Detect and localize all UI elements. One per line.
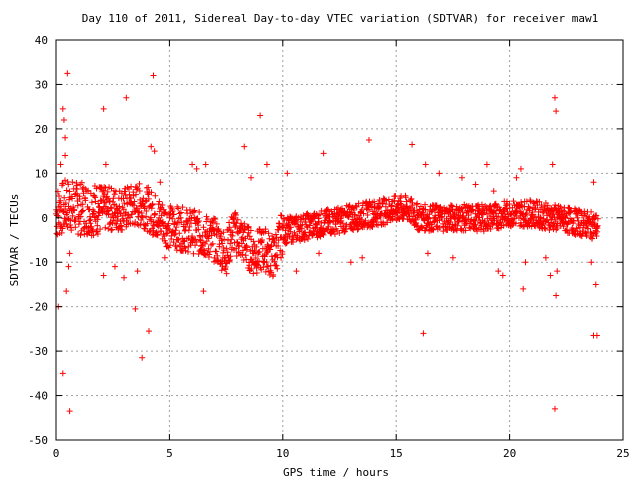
data-points — [53, 70, 601, 415]
y-tick-label: -40 — [28, 390, 48, 403]
x-tick-label: 10 — [276, 447, 289, 460]
y-tick-label: 0 — [41, 212, 48, 225]
chart-title: Day 110 of 2011, Sidereal Day-to-day VTE… — [82, 12, 599, 25]
y-tick-label: -20 — [28, 301, 48, 314]
x-tick-label: 25 — [616, 447, 629, 460]
grid — [56, 40, 623, 440]
data-series — [53, 70, 601, 415]
x-tick-label: 20 — [503, 447, 516, 460]
x-tick-label: 15 — [390, 447, 403, 460]
x-axis-label: GPS time / hours — [283, 466, 389, 479]
y-axis-label: SDTVAR / TECUs — [8, 194, 21, 287]
y-tick-label: 10 — [35, 167, 48, 180]
plot-frame — [55, 39, 624, 441]
y-tick-label: 30 — [35, 78, 48, 91]
x-tick-label: 5 — [166, 447, 173, 460]
x-tick-label: 0 — [53, 447, 60, 460]
y-tick-label: -50 — [28, 434, 48, 447]
axis-ticks: -50 -40 -30 -20 -10 0 10 20 30 40 0 5 10 15 20 25 — [28, 34, 630, 460]
y-tick-label: 40 — [35, 34, 48, 47]
y-tick-label: -30 — [28, 345, 48, 358]
y-tick-label: 20 — [35, 123, 48, 136]
y-tick-label: -10 — [28, 256, 48, 269]
